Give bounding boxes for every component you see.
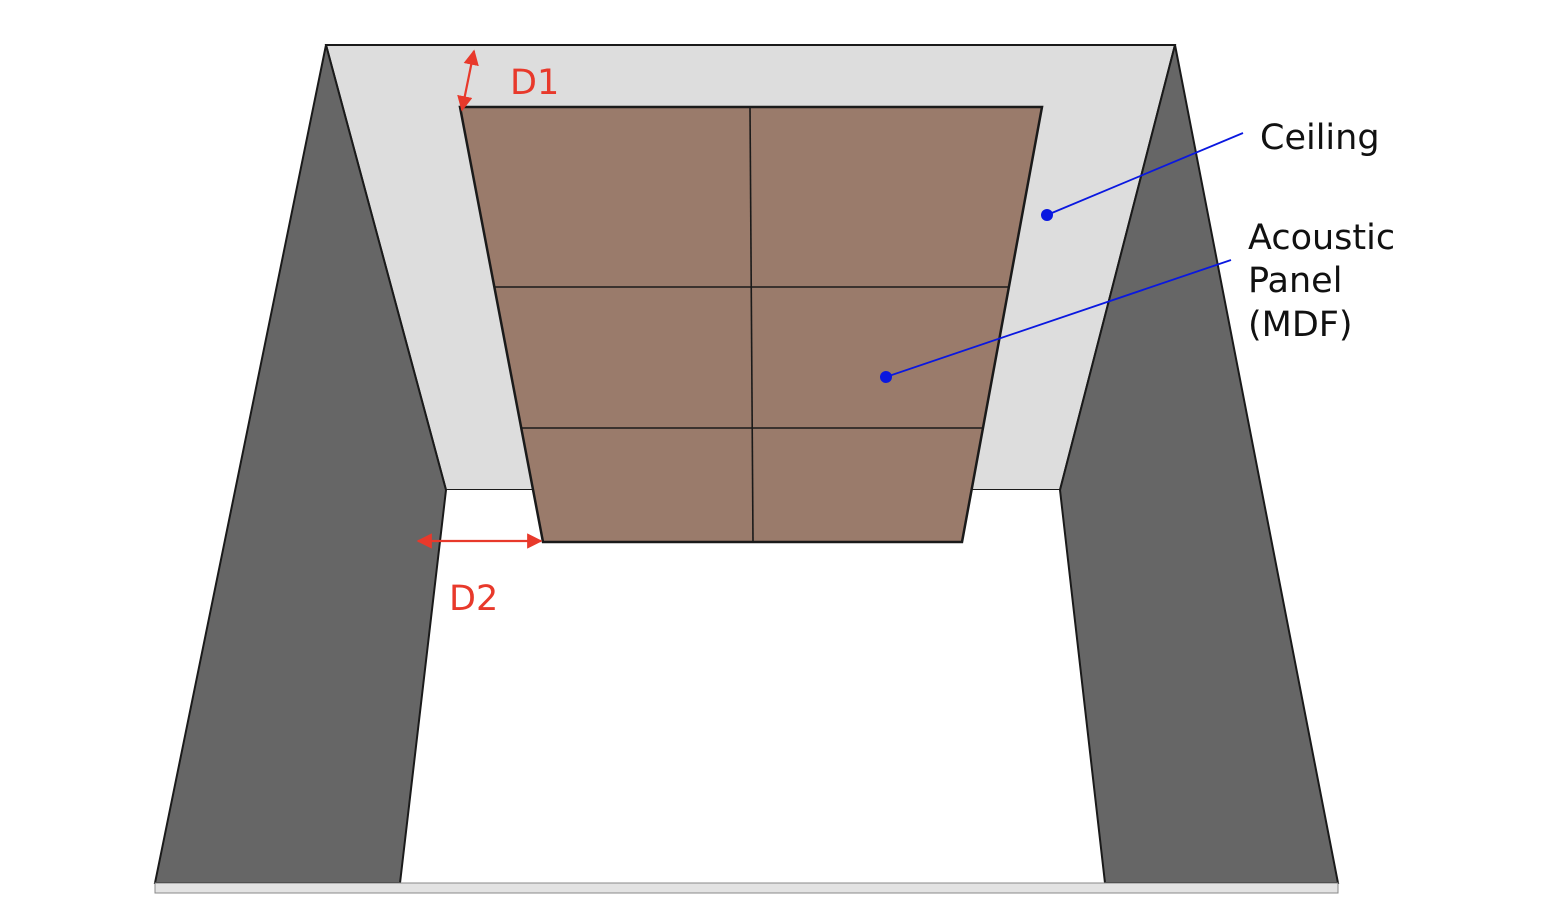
callout-ceiling-dot bbox=[1041, 209, 1053, 221]
acoustic-panel bbox=[458, 105, 1044, 544]
base-edge bbox=[154, 882, 1339, 894]
callout-ceiling: Ceiling bbox=[1041, 118, 1380, 221]
callout-panel-label-line-3: (MDF) bbox=[1248, 305, 1353, 345]
dimension-d1-arrow bbox=[457, 49, 479, 112]
callout-ceiling-leader bbox=[1046, 132, 1244, 216]
callout-panel-label-line-1: Acoustic bbox=[1248, 218, 1395, 258]
dimension-d1-label: D1 bbox=[510, 63, 559, 103]
floor-surface bbox=[400, 490, 1105, 883]
dimension-d1: D1 bbox=[457, 49, 559, 112]
callout-panel-leader bbox=[885, 259, 1232, 378]
dimension-d2: D2 bbox=[416, 533, 543, 619]
callout-panel-label-line-2: Panel bbox=[1248, 261, 1342, 301]
dimension-d2-label: D2 bbox=[449, 579, 498, 619]
callout-panel: Acoustic Panel (MDF) bbox=[880, 218, 1395, 383]
callout-panel-dot bbox=[880, 371, 892, 383]
callout-ceiling-label: Ceiling bbox=[1260, 118, 1380, 158]
panel-divider-vertical bbox=[749, 106, 754, 543]
